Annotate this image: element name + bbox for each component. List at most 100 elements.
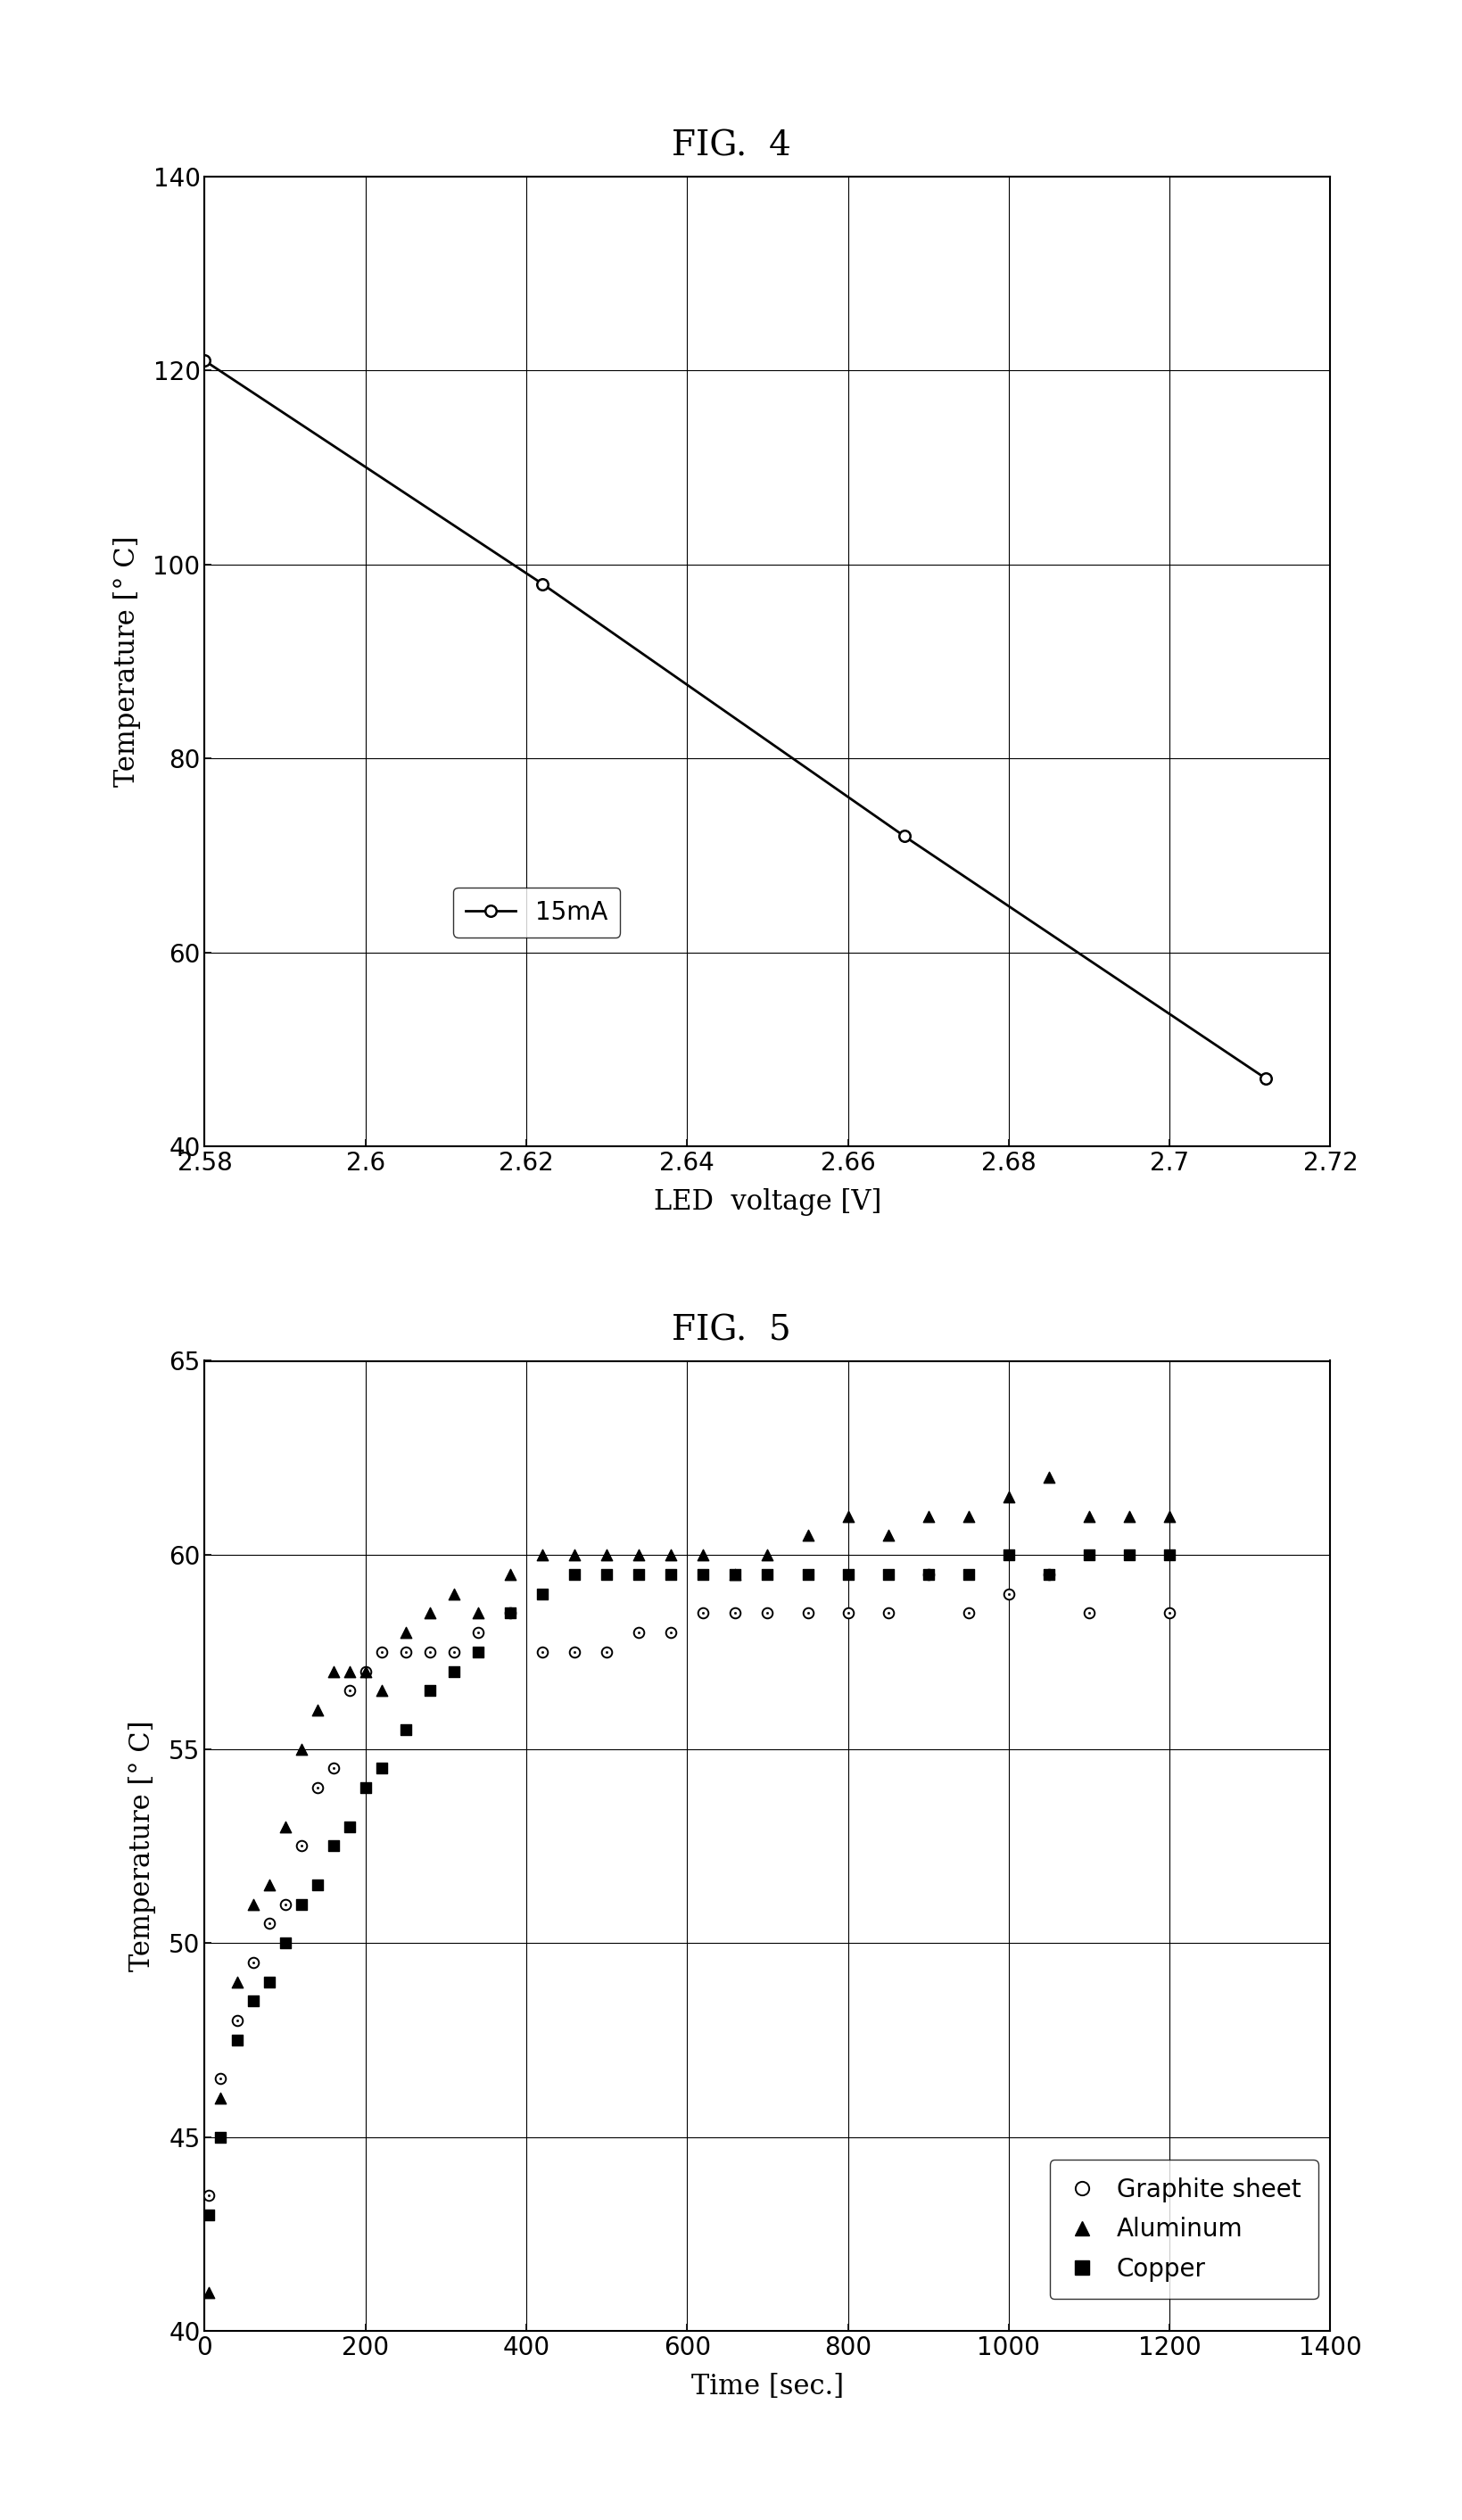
Point (917, 1555, 940, 1595)
Point (956, 1555, 980, 1595)
Point (627, 1613, 651, 1653)
Point (273, 1923, 297, 1963)
Point (531, 1630, 554, 1671)
Point (563, 1535, 586, 1575)
Point (997, 1535, 1020, 1575)
Point (289, 1824, 313, 1865)
Point (499, 1593, 522, 1633)
Line: 15mA: 15mA (199, 355, 1272, 1084)
Point (322, 1749, 345, 1789)
Point (531, 1535, 554, 1575)
Point (273, 1885, 297, 1925)
Point (595, 1630, 618, 1671)
Point (306, 1767, 329, 1807)
Point (917, 1555, 940, 1595)
Point (563, 1630, 586, 1671)
Point (209, 2079, 232, 2119)
Point (756, 1593, 779, 1633)
Point (225, 2019, 249, 2059)
15mA (895, 822, 912, 852)
Point (1077, 1593, 1101, 1633)
Point (1037, 1555, 1060, 1595)
Point (531, 1572, 554, 1613)
Point (531, 1630, 554, 1671)
Point (876, 1555, 899, 1595)
Point (466, 1613, 490, 1653)
Point (418, 1630, 442, 1671)
Point (595, 1535, 618, 1575)
Point (563, 1630, 586, 1671)
Point (273, 1885, 297, 1925)
15mA (196, 345, 213, 375)
Point (724, 1555, 747, 1595)
Legend: Graphite sheet, Aluminum, Copper: Graphite sheet, Aluminum, Copper (1050, 2160, 1319, 2298)
Point (338, 1807, 361, 1847)
Point (836, 1555, 860, 1595)
Point (499, 1593, 522, 1633)
Point (876, 1515, 899, 1555)
Point (756, 1593, 779, 1633)
Point (795, 1593, 819, 1633)
Point (442, 1651, 465, 1691)
Point (756, 1555, 779, 1595)
Point (370, 1630, 393, 1671)
Point (322, 1824, 345, 1865)
Point (370, 1749, 393, 1789)
Point (418, 1593, 442, 1633)
Point (692, 1555, 715, 1595)
Point (241, 1885, 265, 1925)
Point (795, 1593, 819, 1633)
Point (1037, 1457, 1060, 1497)
Point (370, 1671, 393, 1711)
15mA (1257, 1063, 1275, 1094)
Point (418, 1630, 442, 1671)
Point (289, 1729, 313, 1769)
Point (241, 1981, 265, 2021)
Point (1158, 1535, 1181, 1575)
Text: FIG.  4: FIG. 4 (671, 129, 791, 164)
Point (442, 1630, 465, 1671)
Point (393, 1613, 418, 1653)
X-axis label: Time [sec.]: Time [sec.] (692, 2374, 844, 2402)
Point (354, 1651, 377, 1691)
15mA (534, 570, 551, 600)
Point (659, 1535, 683, 1575)
Point (466, 1613, 490, 1653)
X-axis label: LED  voltage [V]: LED voltage [V] (654, 1189, 882, 1217)
Point (876, 1593, 899, 1633)
Point (354, 1651, 377, 1691)
Point (997, 1572, 1020, 1613)
Point (442, 1572, 465, 1613)
Point (393, 1709, 418, 1749)
Point (499, 1555, 522, 1595)
Point (1037, 1555, 1060, 1595)
Point (1158, 1593, 1181, 1633)
Point (1077, 1497, 1101, 1537)
Point (724, 1555, 747, 1595)
Point (956, 1593, 980, 1633)
Point (956, 1593, 980, 1633)
Point (917, 1555, 940, 1595)
Point (659, 1555, 683, 1595)
Point (836, 1497, 860, 1537)
Point (627, 1535, 651, 1575)
Point (1117, 1535, 1140, 1575)
Point (225, 2001, 249, 2041)
Point (466, 1593, 490, 1633)
Point (997, 1477, 1020, 1517)
Point (876, 1593, 899, 1633)
Point (306, 1865, 329, 1905)
Point (418, 1671, 442, 1711)
Point (354, 1651, 377, 1691)
Point (289, 1885, 313, 1925)
Point (306, 1691, 329, 1731)
Text: FIG.  5: FIG. 5 (671, 1313, 791, 1348)
Point (1117, 1497, 1140, 1537)
Point (209, 2117, 232, 2157)
Point (756, 1535, 779, 1575)
Point (393, 1630, 418, 1671)
Point (197, 2273, 221, 2313)
Point (997, 1572, 1020, 1613)
Point (795, 1555, 819, 1595)
Point (393, 1630, 418, 1671)
